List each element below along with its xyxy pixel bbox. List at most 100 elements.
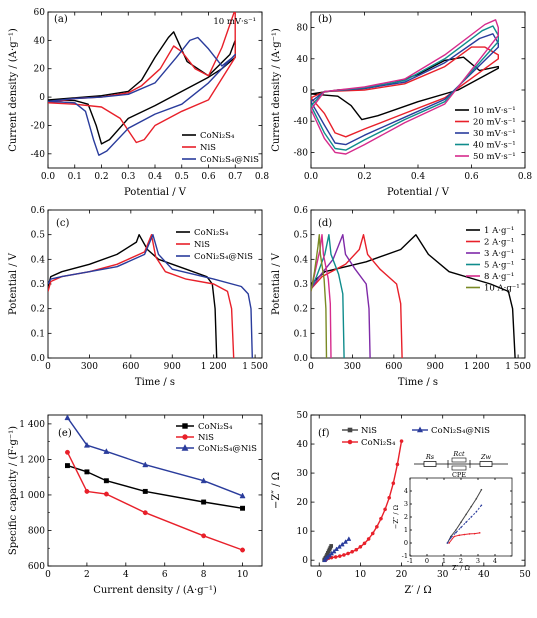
x-tick-label: 0.0 [304,172,319,182]
equivalent-circuit: Rs Rct CPE Zw [414,450,508,479]
y-axis-label: Potential / V [8,252,19,315]
legend-label: CoNi₂S₄ [361,438,396,448]
x-axis-label: Potential / V [387,187,450,198]
x-tick-label: 0.3 [121,172,136,182]
y-tick-label: 0.3 [294,280,309,290]
x-tick-label: 1 [442,557,446,565]
legend-label: CoNi₂S₄ [200,131,235,141]
x-tick-label: 0.2 [94,172,108,182]
y-axis-label: Current density / (A·g⁻¹) [8,28,19,152]
y-tick-label: 0.1 [294,329,308,339]
series-line-4 [311,234,332,358]
y-tick-label: 0.0 [294,354,309,364]
legend-marker [416,426,424,433]
y-tick-label: 0.2 [31,305,45,315]
data-point [201,533,207,539]
y-axis-label: −Z″ / Ω [271,472,282,509]
y-tick-label: 20 [34,65,46,75]
x-tick-label: 0.6 [201,172,216,182]
x-tick-label: 40 [478,570,490,580]
data-point [142,461,149,468]
x-tick-label: 0 [425,557,429,565]
x-tick-label: 900 [427,362,444,372]
inset-point [465,513,467,516]
panel-label: (a) [54,14,68,25]
series-line-5 [311,234,328,358]
inset-point [458,534,461,536]
legend-label: 30 mV·s⁻¹ [473,129,516,139]
legend-label: NiS [361,426,377,436]
legend-label: 40 mV·s⁻¹ [473,141,516,151]
y-tick-label: 0 [39,93,45,103]
x-axis-label: Potential / V [124,187,187,198]
cpe-element [451,465,467,471]
data-point [142,488,148,494]
x-tick-label: 0.6 [464,172,479,182]
data-point [343,539,348,544]
y-tick-label: 1 200 [19,455,45,465]
legend-label: 3 A·g⁻¹ [484,249,514,259]
panel-axes: 0 2 4 6 8 10 600 800 1 000 1 200 1 400 Current dens… [8,414,263,596]
scan-rate-annotation: 10 mV·s⁻¹ [213,17,256,27]
panel-label: (b) [318,14,332,25]
legend-label: 50 mV·s⁻¹ [473,152,516,162]
inset-line-0 [446,489,482,544]
y-tick-label: 1 400 [19,420,45,430]
x-tick-label: 1 200 [201,362,227,372]
y-tick-label: 0.6 [31,206,46,216]
data-point [350,549,355,554]
series-line-1 [311,234,403,358]
circuit-label: Rs [425,453,435,461]
x-tick-label: 10 [355,570,367,580]
inset-point [460,521,462,523]
data-point [103,448,110,454]
data-point [346,551,350,556]
series-line-2 [66,417,243,497]
legend-label: 20 mV·s⁻¹ [473,118,516,128]
y-tick-label: 800 [28,526,45,536]
inset-point [453,535,456,538]
data-point [334,546,339,552]
rs-resistor [423,461,437,467]
y-tick-label: 1 000 [19,491,45,501]
x-tick-label: 10 [237,570,249,580]
circuit-label: CPE [452,471,466,479]
x-tick-label: 0.1 [68,172,82,182]
y-tick-label: 0.0 [31,354,46,364]
panel-label: (e) [58,428,72,439]
series-group [64,415,246,553]
data-point [399,439,404,443]
inset-point [468,533,471,535]
y-tick-label: 600 [28,562,45,572]
panel-label: (d) [318,218,332,229]
data-point [358,544,363,549]
series-line-2 [48,234,253,358]
series-group [311,19,499,155]
x-tick-label: 0 [308,362,314,372]
legend-label: CoNi₂S₄@NiS [200,155,259,165]
inset-point [473,532,476,535]
data-point [354,547,359,552]
y-tick-label: 3 [404,500,408,508]
zw-element [479,461,493,467]
y-tick-label: 0.4 [31,255,46,265]
legend-label: NiS [194,240,210,250]
inset-point [480,504,483,507]
panel-axes: 0.0 0.1 0.2 0.3 0.4 0.5 0.6 0.7 0.8 -40 -20 0 20 40 60… [8,8,269,198]
legend-label: 5 A·g⁻¹ [484,261,514,271]
y-tick-label: 0.5 [31,231,46,241]
y-tick-label: 40 [34,36,46,46]
y-tick-label: -40 [31,150,46,160]
series-group [48,12,236,156]
legend-label: NiS [200,143,216,153]
inset-point [470,505,473,508]
y-tick-label: 60 [34,8,46,18]
data-point [337,554,342,558]
legend-marker [181,444,189,451]
y-tick-label: 0.4 [294,255,309,265]
inset-point [448,542,450,544]
inset-point [450,537,452,539]
series-line-2 [48,36,236,156]
legend-label: 10 A·g⁻¹ [484,284,520,294]
